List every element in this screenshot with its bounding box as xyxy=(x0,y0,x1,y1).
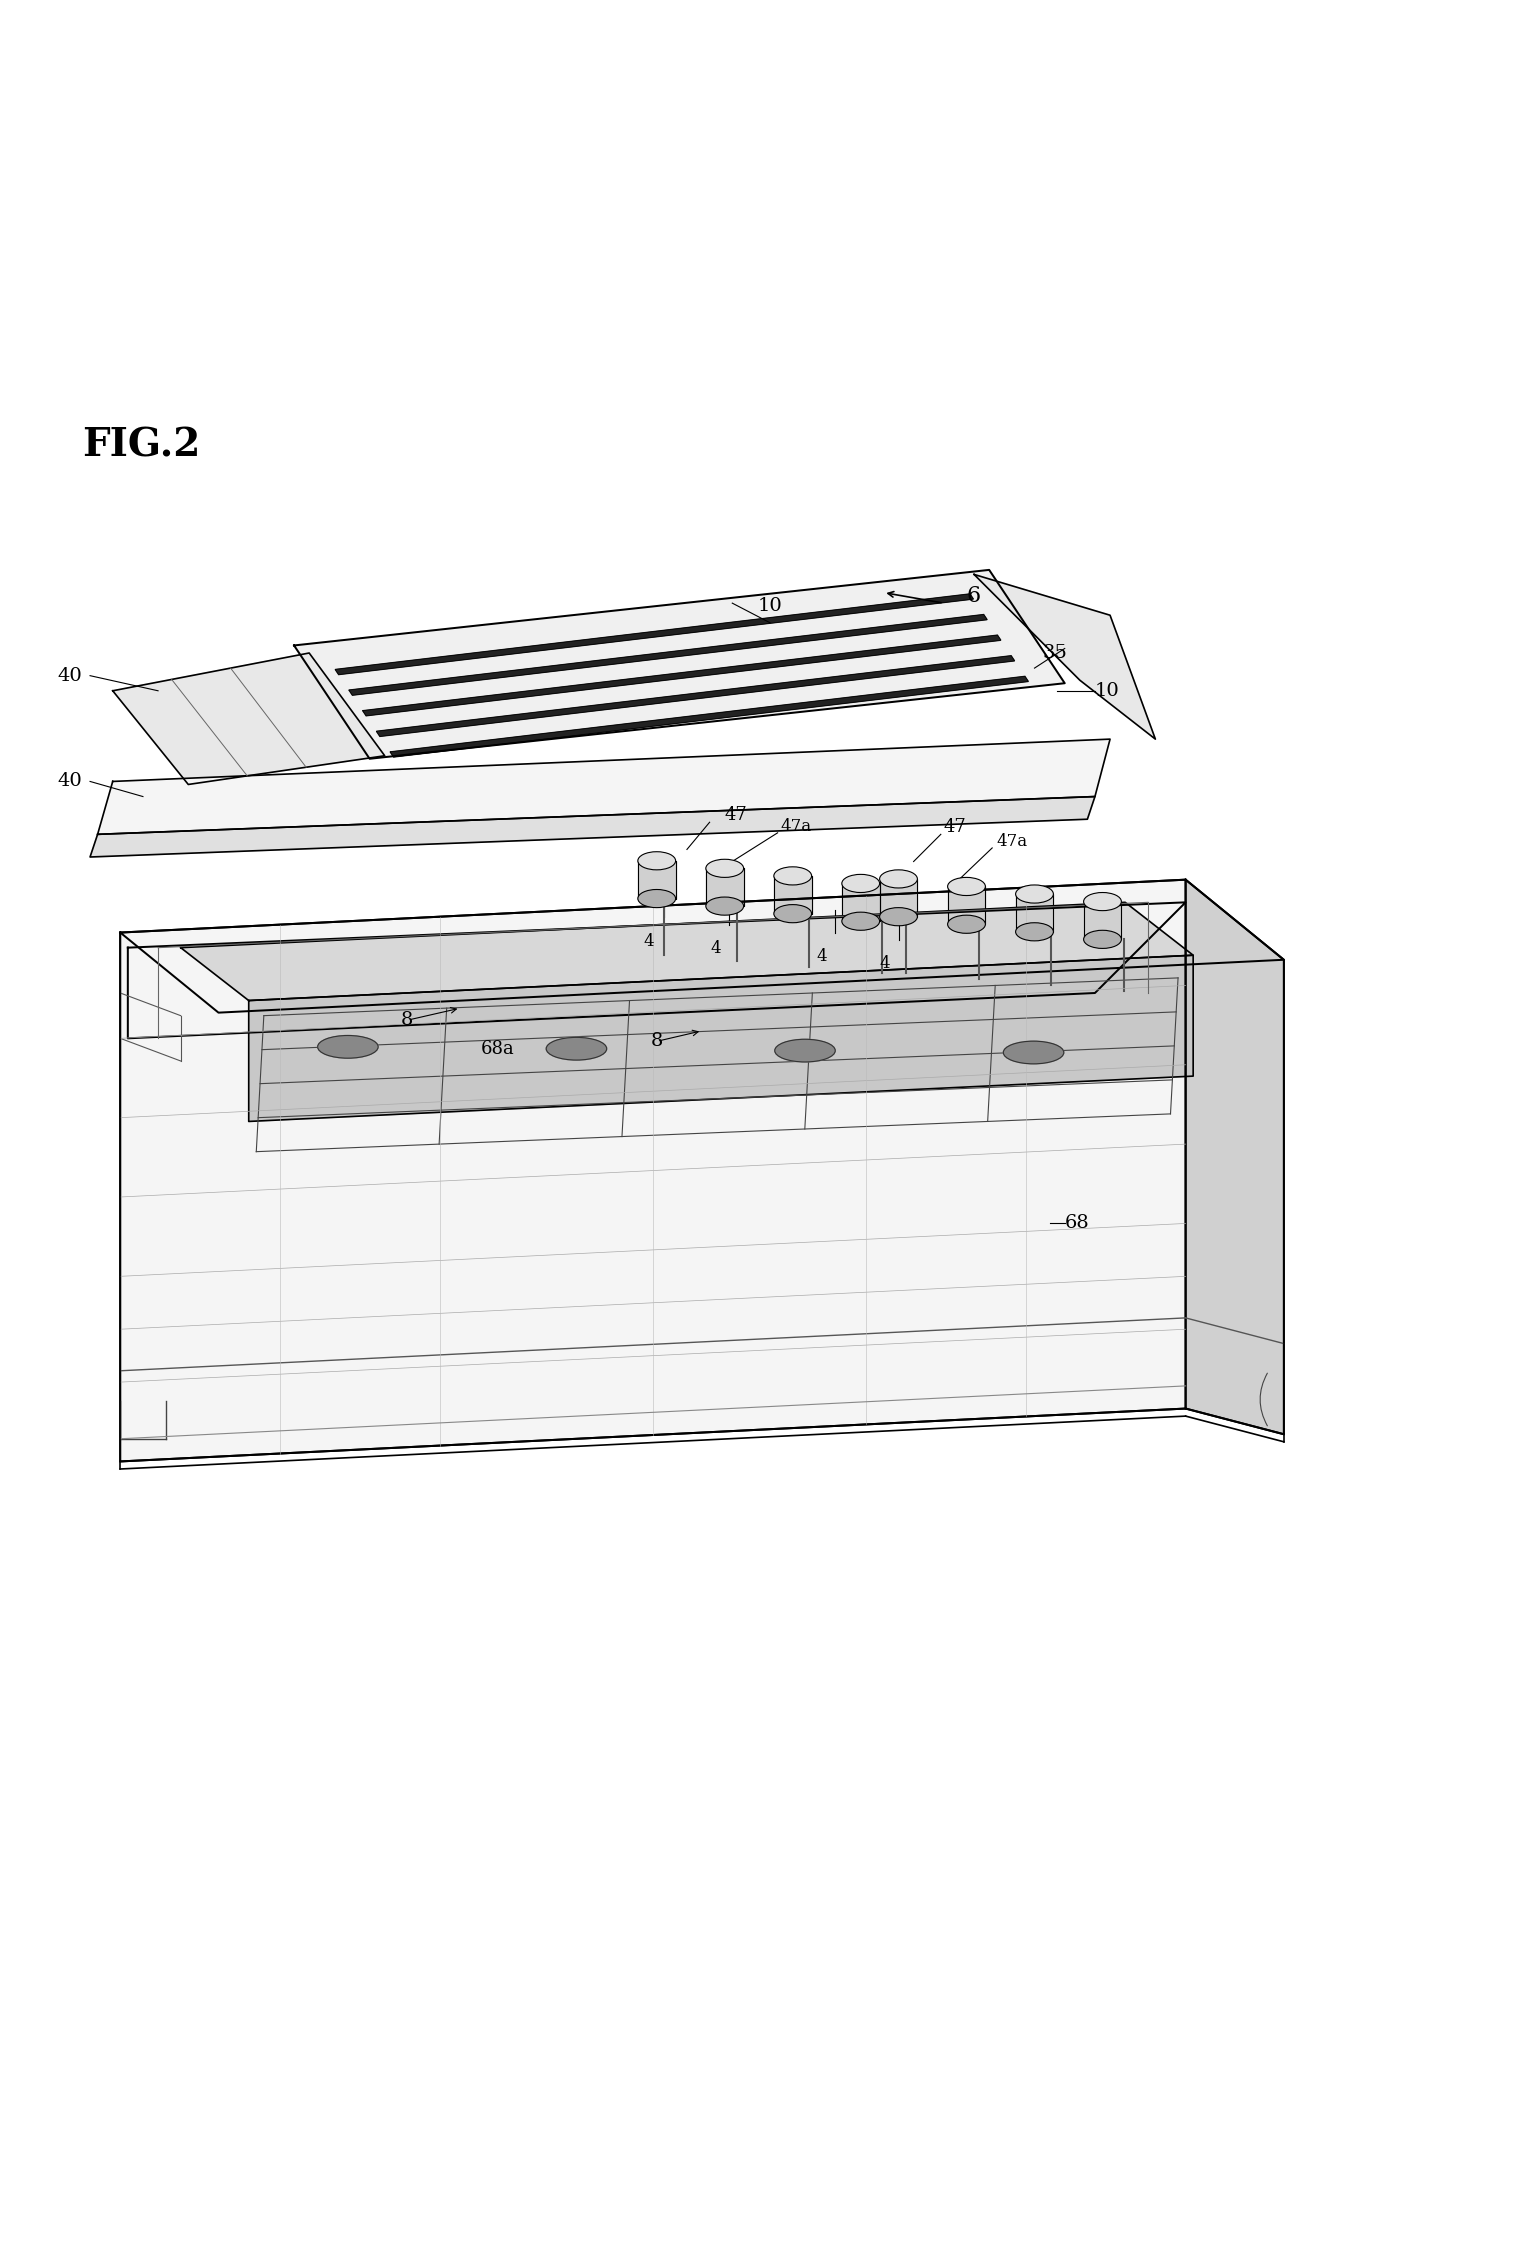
Ellipse shape xyxy=(1003,1041,1064,1064)
Polygon shape xyxy=(120,881,1284,1012)
Ellipse shape xyxy=(773,867,811,885)
Ellipse shape xyxy=(880,869,918,887)
Ellipse shape xyxy=(1084,930,1121,948)
Polygon shape xyxy=(773,876,811,914)
Text: 35: 35 xyxy=(1042,644,1068,662)
Polygon shape xyxy=(294,569,1064,759)
Polygon shape xyxy=(947,887,985,924)
Ellipse shape xyxy=(947,914,985,933)
Polygon shape xyxy=(1185,881,1284,1434)
Ellipse shape xyxy=(842,912,880,930)
Polygon shape xyxy=(880,878,918,917)
Text: 8: 8 xyxy=(651,1032,663,1050)
Polygon shape xyxy=(120,881,1185,1461)
Ellipse shape xyxy=(947,878,985,896)
Ellipse shape xyxy=(1016,924,1054,942)
Text: 8: 8 xyxy=(401,1012,413,1030)
Ellipse shape xyxy=(546,1036,607,1059)
Ellipse shape xyxy=(1016,885,1054,903)
Ellipse shape xyxy=(842,874,880,892)
Ellipse shape xyxy=(1084,892,1121,910)
Polygon shape xyxy=(249,955,1193,1122)
Polygon shape xyxy=(336,594,973,675)
Ellipse shape xyxy=(775,1039,836,1061)
Text: 47: 47 xyxy=(944,817,967,835)
Text: 47: 47 xyxy=(724,806,747,824)
Ellipse shape xyxy=(637,851,676,869)
Text: 47a: 47a xyxy=(781,817,811,835)
Polygon shape xyxy=(377,655,1014,736)
Text: FIG.2: FIG.2 xyxy=(82,427,201,465)
Text: 40: 40 xyxy=(58,772,82,790)
Text: 4: 4 xyxy=(816,948,827,964)
Polygon shape xyxy=(363,634,1000,716)
Polygon shape xyxy=(706,869,744,905)
Polygon shape xyxy=(181,903,1193,1000)
Polygon shape xyxy=(349,614,987,695)
Text: 4: 4 xyxy=(711,939,721,957)
Text: 68a: 68a xyxy=(482,1041,515,1059)
Text: 4: 4 xyxy=(880,955,891,973)
Polygon shape xyxy=(842,883,880,921)
Polygon shape xyxy=(90,797,1095,858)
Text: 10: 10 xyxy=(1095,682,1119,700)
Text: 4: 4 xyxy=(644,933,654,951)
Polygon shape xyxy=(128,903,1185,1039)
Ellipse shape xyxy=(637,890,676,908)
Ellipse shape xyxy=(706,860,744,878)
Ellipse shape xyxy=(317,1036,378,1059)
Polygon shape xyxy=(637,860,676,899)
Polygon shape xyxy=(974,574,1156,738)
Text: 40: 40 xyxy=(58,666,82,684)
Ellipse shape xyxy=(773,905,811,924)
Polygon shape xyxy=(1084,901,1121,939)
Ellipse shape xyxy=(706,896,744,914)
Polygon shape xyxy=(113,653,384,784)
Text: 47a: 47a xyxy=(997,833,1028,851)
Text: 68: 68 xyxy=(1064,1215,1089,1231)
Ellipse shape xyxy=(880,908,918,926)
Polygon shape xyxy=(1016,894,1054,933)
Polygon shape xyxy=(98,738,1110,835)
Text: 10: 10 xyxy=(758,596,782,614)
Text: 6: 6 xyxy=(967,585,981,607)
Polygon shape xyxy=(390,677,1028,756)
